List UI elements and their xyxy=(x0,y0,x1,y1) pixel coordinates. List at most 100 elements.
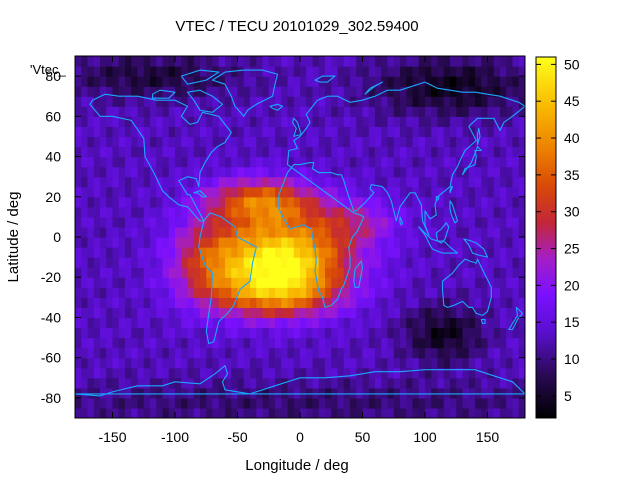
heatmap-cell xyxy=(312,226,320,238)
coastline-madagascar xyxy=(353,260,364,288)
heatmap-cell xyxy=(100,337,107,349)
y-tick-label: -40 xyxy=(41,309,61,325)
heatmap-cell xyxy=(200,106,207,117)
heatmap-cell xyxy=(81,116,89,127)
heatmap-cell xyxy=(493,206,501,218)
heatmap-cell xyxy=(475,206,482,218)
heatmap-cell xyxy=(200,337,207,349)
heatmap-cell xyxy=(350,357,357,369)
heatmap-cell xyxy=(300,136,307,148)
heatmap-cell xyxy=(425,387,432,399)
heatmap-cell xyxy=(150,387,157,399)
heatmap-cell xyxy=(131,136,139,148)
heatmap-cell xyxy=(281,297,289,308)
heatmap-cell xyxy=(312,347,320,359)
heatmap-cell xyxy=(393,347,401,359)
heatmap-cell xyxy=(225,56,232,67)
heatmap-cell xyxy=(312,66,320,77)
heatmap-cell xyxy=(418,307,426,319)
heatmap-cell xyxy=(456,166,464,178)
heatmap-cell xyxy=(237,327,245,339)
heatmap-cell xyxy=(275,297,282,308)
heatmap-cell xyxy=(175,347,182,359)
heatmap-cell xyxy=(350,116,357,127)
heatmap-cell xyxy=(418,56,426,67)
heatmap-cell xyxy=(400,297,407,308)
heatmap-cell xyxy=(112,387,120,399)
heatmap-cell xyxy=(450,247,457,258)
heatmap-cell xyxy=(181,327,189,339)
heatmap-cell xyxy=(212,337,220,349)
heatmap-cell xyxy=(325,387,332,399)
heatmap-cell xyxy=(212,357,220,369)
heatmap-cell xyxy=(275,367,282,379)
heatmap-cell xyxy=(93,146,101,158)
heatmap-cell xyxy=(106,126,114,138)
heatmap-cell xyxy=(250,106,257,117)
heatmap-cell xyxy=(212,166,220,178)
heatmap-cell xyxy=(218,237,226,248)
heatmap-cell xyxy=(225,196,232,208)
heatmap-cell xyxy=(168,357,176,369)
heatmap-cell xyxy=(343,237,351,248)
heatmap-cell xyxy=(75,297,82,308)
heatmap-cell xyxy=(518,76,525,87)
heatmap-cell xyxy=(168,407,176,418)
heatmap-cell xyxy=(281,257,289,268)
heatmap-cell xyxy=(106,156,114,168)
heatmap-cell xyxy=(500,237,507,248)
heatmap-cell xyxy=(381,76,389,87)
heatmap-cell xyxy=(81,56,89,67)
heatmap-cell xyxy=(306,126,314,138)
heatmap-cell xyxy=(437,397,445,409)
heatmap-cell xyxy=(93,156,101,168)
heatmap-cell xyxy=(262,337,270,349)
heatmap-cell xyxy=(293,156,301,168)
heatmap-cell xyxy=(512,247,520,258)
heatmap-cell xyxy=(300,377,307,389)
heatmap-cell xyxy=(118,307,126,319)
heatmap-cell xyxy=(125,216,132,228)
heatmap-cell xyxy=(87,86,95,97)
heatmap-cell xyxy=(212,136,220,148)
heatmap-cell xyxy=(118,196,126,208)
heatmap-cell xyxy=(81,387,89,399)
heatmap-cell xyxy=(468,146,476,158)
heatmap-cell xyxy=(425,407,432,418)
heatmap-cell xyxy=(175,186,182,198)
heatmap-cell xyxy=(387,176,395,188)
heatmap-cell xyxy=(262,76,270,87)
heatmap-cell xyxy=(468,96,476,107)
heatmap-cell xyxy=(200,146,207,158)
heatmap-cell xyxy=(281,237,289,248)
heatmap-cell xyxy=(493,216,501,228)
heatmap-cell xyxy=(106,327,114,339)
heatmap-cell xyxy=(225,237,232,248)
heatmap-cell xyxy=(125,156,132,168)
heatmap-cell xyxy=(181,216,189,228)
heatmap-cell xyxy=(356,317,364,329)
heatmap-cell xyxy=(150,216,157,228)
heatmap-cell xyxy=(368,387,376,399)
heatmap-cell xyxy=(287,146,295,158)
heatmap-cell xyxy=(493,267,501,278)
heatmap-cell xyxy=(437,387,445,399)
heatmap-cell xyxy=(337,156,345,168)
heatmap-cell xyxy=(181,277,189,288)
heatmap-cell xyxy=(387,226,395,238)
heatmap-cell xyxy=(137,106,145,117)
heatmap-cell xyxy=(193,267,201,278)
heatmap-cell xyxy=(262,156,270,168)
heatmap-cell xyxy=(156,407,164,418)
heatmap-cell xyxy=(350,66,357,77)
heatmap-cell xyxy=(93,106,101,117)
x-axis: -150 -100 -50 0 50 100 150 xyxy=(98,56,499,445)
heatmap-cell xyxy=(312,146,320,158)
heatmap-cell xyxy=(293,237,301,248)
heatmap-cell xyxy=(506,136,514,148)
heatmap-cell xyxy=(156,206,164,218)
heatmap-cell xyxy=(225,397,232,409)
heatmap-cell xyxy=(343,247,351,258)
heatmap-cell xyxy=(181,357,189,369)
